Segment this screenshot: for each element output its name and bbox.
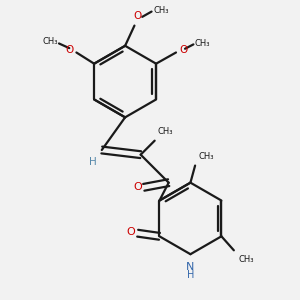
Text: CH₃: CH₃ xyxy=(158,127,173,136)
Text: CH₃: CH₃ xyxy=(153,6,169,15)
Text: N: N xyxy=(186,262,195,272)
Text: CH₃: CH₃ xyxy=(238,255,254,264)
Text: O: O xyxy=(134,182,142,192)
Text: O: O xyxy=(66,45,74,55)
Text: CH₃: CH₃ xyxy=(42,38,58,46)
Text: H: H xyxy=(88,157,96,167)
Text: O: O xyxy=(127,227,135,237)
Text: CH₃: CH₃ xyxy=(195,39,211,48)
Text: O: O xyxy=(134,11,142,21)
Text: H: H xyxy=(187,270,194,280)
Text: CH₃: CH₃ xyxy=(198,152,214,161)
Text: O: O xyxy=(179,45,188,55)
